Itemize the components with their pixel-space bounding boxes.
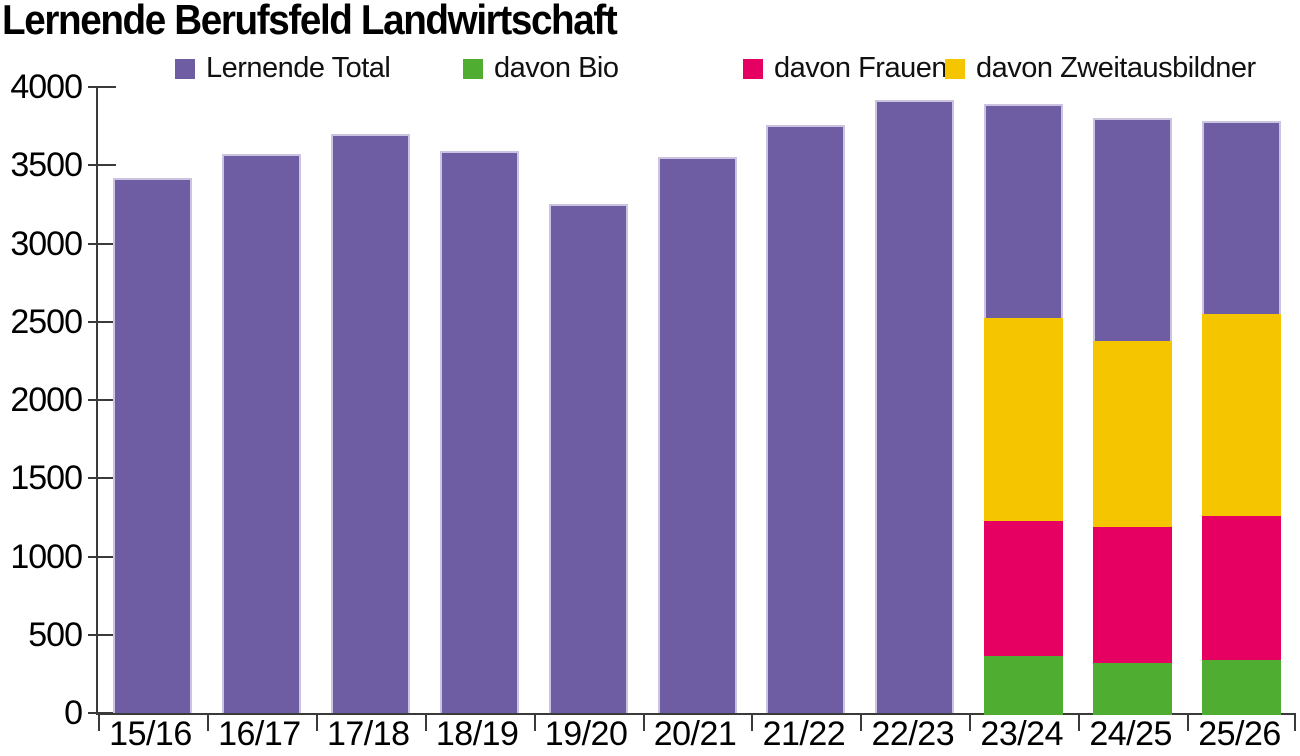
x-tick-label: 24/25 (1089, 715, 1172, 753)
legend-label-lernende-total: Lernende Total (206, 52, 391, 84)
legend-label-davon-bio: davon Bio (494, 52, 619, 84)
bar-19-20 (548, 204, 628, 713)
legend-label-davon-zweitausbildner: davon Zweitausbildner (976, 52, 1256, 84)
legend-swatch-davon-bio-icon (463, 58, 483, 79)
bar-15-16 (112, 177, 192, 713)
y-tick-label: 0 (64, 694, 83, 732)
x-tick-mark (860, 715, 863, 731)
y-tick-label: 3000 (10, 224, 83, 263)
bar-16-17 (221, 154, 301, 713)
bar-20-21 (657, 157, 737, 713)
x-tick-mark (424, 715, 427, 731)
x-tick-label: 23/24 (980, 715, 1064, 753)
x-axis-labels: 15/16 16/17 17/18 18/19 19/20 20/21 21/22 22/23… (96, 716, 1294, 756)
legend-item-davon-bio: davon Bio (463, 52, 619, 85)
y-axis-labels: 0 500 1000 1500 2000 2500 3000 3500 4000 (0, 70, 83, 730)
x-tick-label: 17/18 (326, 715, 410, 753)
bar-segment-davon-zweitausbildner (984, 317, 1064, 521)
bar-segment-davon-bio (984, 655, 1064, 715)
legend-swatch-davon-zweitausbildner-icon (945, 58, 965, 79)
x-tick-mark (1294, 715, 1296, 731)
y-tick-mark (88, 477, 116, 480)
bar-24-25 (1093, 118, 1173, 715)
x-tick-label: 22/23 (871, 715, 955, 753)
bar-segment-davon-frauen (984, 520, 1064, 656)
bar-segment-davon-zweitausbildner (1093, 340, 1173, 528)
x-tick-mark (1187, 715, 1190, 731)
x-tick-label: 21/22 (762, 715, 846, 753)
y-tick-label: 3500 (10, 146, 83, 185)
legend-swatch-lernende-total-icon (175, 58, 195, 79)
x-tick-mark (751, 715, 754, 731)
legend-item-lernende-total: Lernende Total (175, 52, 391, 85)
x-tick-mark (98, 715, 100, 731)
x-tick-label: 20/21 (653, 715, 737, 753)
bar-segment-davon-zweitausbildner (1202, 314, 1282, 517)
x-tick-mark (969, 715, 972, 731)
bar-18-19 (439, 151, 519, 713)
y-tick-mark (88, 633, 116, 636)
bar-25-26 (1202, 121, 1282, 715)
y-tick-mark (88, 320, 116, 323)
y-tick-mark (88, 164, 116, 167)
x-tick-mark (315, 715, 318, 731)
y-tick-mark (88, 712, 116, 714)
y-tick-mark (88, 242, 116, 245)
legend-item-davon-zweitausbildner: davon Zweitausbildner (945, 52, 1256, 85)
bar-segment-davon-bio (1202, 660, 1282, 715)
x-tick-mark (1078, 715, 1081, 731)
legend-item-davon-frauen: davon Frauen (743, 52, 947, 85)
bar-22-23 (875, 99, 955, 713)
y-tick-label: 2500 (10, 302, 83, 341)
legend-label-davon-frauen: davon Frauen (774, 52, 947, 84)
y-tick-mark (88, 555, 116, 558)
bar-segment-davon-bio (1093, 663, 1173, 715)
bar-segment-davon-frauen (1093, 527, 1173, 664)
y-tick-label: 500 (28, 615, 83, 654)
y-tick-mark (88, 86, 116, 88)
legend-swatch-davon-frauen-icon (743, 58, 763, 79)
x-tick-label: 16/17 (218, 715, 301, 753)
y-tick-mark (88, 399, 116, 401)
y-tick-label: 1000 (10, 537, 83, 576)
x-tick-label: 18/19 (435, 715, 519, 753)
x-tick-mark (642, 715, 645, 731)
x-tick-label: 19/20 (544, 715, 628, 753)
x-tick-label: 15/16 (109, 715, 192, 753)
bar-23-24 (984, 104, 1064, 715)
x-tick-mark (533, 715, 536, 731)
plot-area (88, 86, 1296, 731)
x-tick-mark (206, 715, 209, 731)
bar-17-18 (330, 133, 410, 713)
y-tick-label: 4000 (10, 68, 83, 106)
x-tick-label: 25/26 (1198, 715, 1281, 753)
bar-segment-davon-frauen (1202, 516, 1282, 661)
y-tick-label: 1500 (10, 459, 83, 498)
chart-title: Lernende Berufsfeld Landwirtschaft (2, 0, 618, 43)
y-tick-label: 2000 (10, 381, 83, 419)
bar-21-22 (766, 124, 846, 713)
